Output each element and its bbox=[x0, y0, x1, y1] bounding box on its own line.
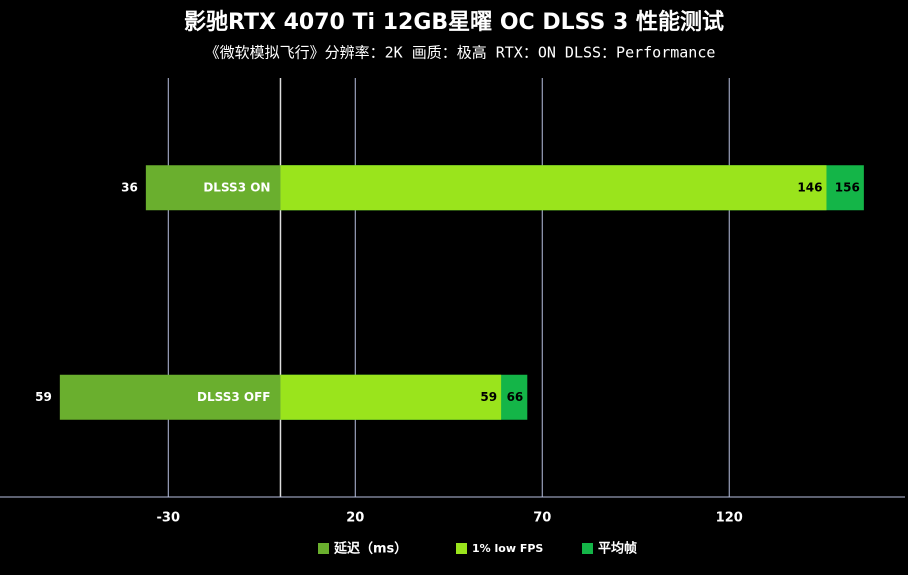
bar bbox=[280, 165, 827, 211]
chart-subtitle: 《微软模拟飞行》分辨率：2K 画质：极高 RTX：ON DLSS：Perform… bbox=[205, 44, 716, 62]
value-label: 36 bbox=[121, 180, 138, 194]
bar bbox=[280, 374, 502, 420]
x-tick-label: 70 bbox=[533, 511, 551, 526]
chart-title: 影驰RTX 4070 Ti 12GB星曜 OC DLSS 3 性能测试 bbox=[184, 9, 724, 35]
latency-bar bbox=[145, 165, 281, 211]
value-label: 59 bbox=[35, 390, 52, 404]
legend-swatch bbox=[582, 543, 593, 554]
x-tick-label: -30 bbox=[157, 511, 181, 526]
legend-label: 延迟（ms） bbox=[333, 541, 407, 557]
category-label: DLSS3 ON bbox=[203, 180, 270, 194]
legend-label: 1% low FPS bbox=[472, 542, 543, 555]
x-tick-label: 120 bbox=[716, 511, 743, 526]
latency-bar bbox=[59, 374, 281, 420]
value-label: 66 bbox=[507, 390, 524, 404]
value-label: 146 bbox=[797, 180, 822, 194]
legend-label: 平均帧 bbox=[598, 541, 637, 557]
value-label: 156 bbox=[835, 180, 860, 194]
x-tick-label: 20 bbox=[346, 511, 364, 526]
legend-swatch bbox=[456, 543, 467, 554]
category-label: DLSS3 OFF bbox=[197, 390, 270, 404]
value-label: 59 bbox=[480, 390, 497, 404]
legend-swatch bbox=[318, 543, 329, 554]
